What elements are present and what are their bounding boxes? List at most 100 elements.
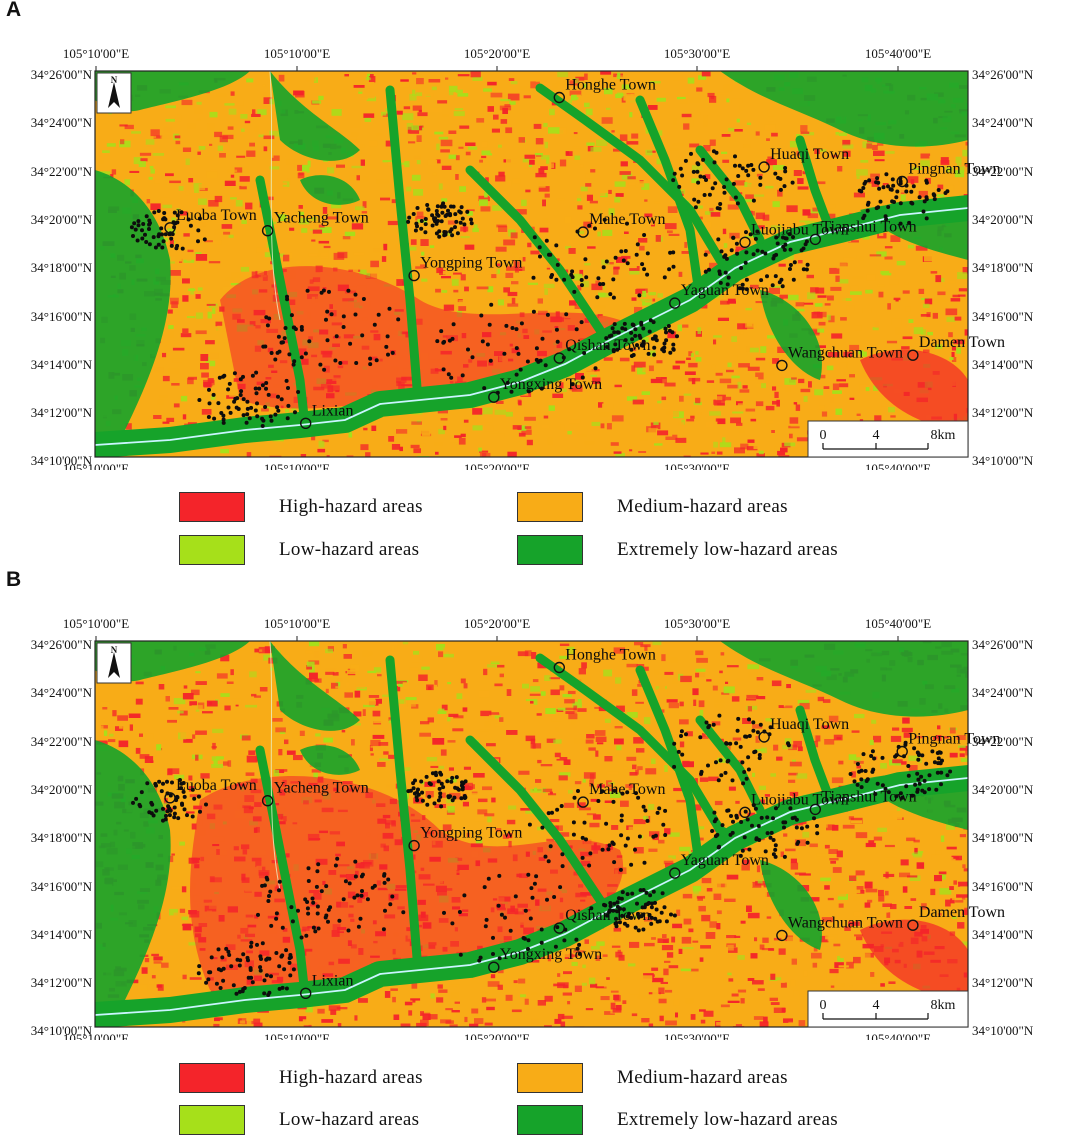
landslide-point <box>859 189 864 194</box>
landslide-point <box>647 329 652 334</box>
town-marker-icon[interactable] <box>577 226 589 238</box>
hazard-cell <box>963 868 968 872</box>
hazard-cell <box>920 314 931 317</box>
town-marker-icon[interactable] <box>553 91 565 104</box>
landslide-point <box>790 180 795 185</box>
hazard-cell <box>651 758 656 764</box>
hazard-cell <box>167 768 173 776</box>
landslide-point <box>642 267 647 272</box>
hazard-cell <box>486 994 491 998</box>
town-marker-icon[interactable] <box>669 297 681 309</box>
hazard-cell <box>500 99 511 102</box>
hazard-cell <box>273 769 280 777</box>
town-marker-icon[interactable] <box>776 359 788 372</box>
hazard-cell <box>717 809 728 813</box>
extremely-low-hazard-zone <box>270 71 360 161</box>
landslide-point <box>449 375 454 380</box>
hazard-cell <box>217 145 223 151</box>
hazard-cell <box>922 303 930 308</box>
hazard-cell <box>742 718 751 724</box>
town-marker-icon[interactable] <box>809 233 821 246</box>
hazard-cell <box>478 798 488 803</box>
hazard-cell <box>251 693 257 697</box>
hazard-cell <box>793 740 802 748</box>
landslide-point <box>376 312 381 317</box>
landslide-point <box>890 177 895 182</box>
hazard-cell <box>173 147 180 152</box>
hazard-cell <box>664 960 671 963</box>
town-marker-icon[interactable] <box>896 175 908 188</box>
landslide-point <box>751 198 756 203</box>
landslide-point <box>723 253 728 258</box>
landslide-point <box>651 320 656 325</box>
legend-label-low: Low-hazard areas <box>279 539 420 560</box>
hazard-cell <box>599 165 604 168</box>
town-marker-icon[interactable] <box>553 352 565 364</box>
town-marker-icon[interactable] <box>261 224 274 237</box>
hazard-cell <box>614 196 621 203</box>
hazard-cell <box>731 993 739 997</box>
landslide-point <box>260 416 265 421</box>
hazard-cell <box>514 266 519 273</box>
hazard-map-a[interactable]: 105°10'00"E105°10'00"E105°10'00"E105°10'… <box>0 0 1065 470</box>
town-marker-icon[interactable] <box>739 236 751 249</box>
hazard-cell <box>441 198 448 202</box>
hazard-cell <box>589 200 598 204</box>
landslide-point <box>783 166 788 170</box>
town-marker-icon[interactable] <box>408 269 420 282</box>
landslide-point <box>537 245 542 250</box>
tributary-valley <box>385 85 423 405</box>
hazard-cell <box>656 97 666 102</box>
hazard-cell <box>585 1008 594 1011</box>
landslide-point <box>361 297 366 301</box>
hazard-cell <box>736 678 744 681</box>
hazard-cell <box>727 362 732 368</box>
hazard-cell <box>656 360 663 364</box>
town-marker-icon[interactable] <box>907 349 919 361</box>
hazard-cell <box>690 719 696 724</box>
hazard-cell <box>668 233 680 236</box>
hazard-cell <box>495 246 507 252</box>
hazard-cell <box>426 757 438 762</box>
hazard-cell <box>754 937 758 942</box>
hazard-cell <box>839 160 851 164</box>
hazard-cell <box>508 78 515 81</box>
hazard-cell <box>962 149 968 157</box>
hazard-cell <box>777 980 785 983</box>
town-marker-icon[interactable] <box>758 161 770 173</box>
town-label: Honghe Town <box>565 77 656 94</box>
landslide-point <box>555 339 560 344</box>
hazard-cell <box>405 246 417 251</box>
hazard-cell <box>965 749 968 756</box>
hazard-cell <box>163 126 173 133</box>
hazard-cell <box>734 850 746 856</box>
town-marker-icon[interactable] <box>164 222 176 234</box>
hazard-cell <box>409 93 417 101</box>
hazard-cell <box>717 92 728 95</box>
hazard-cell <box>664 671 674 675</box>
hazard-cell <box>437 100 448 104</box>
hazard-map-b[interactable]: 105°10'00"E105°10'00"E105°10'00"E105°10'… <box>0 570 1065 1040</box>
hazard-cell <box>293 755 303 761</box>
town-marker-icon[interactable] <box>300 417 312 429</box>
hazard-cell <box>236 155 246 158</box>
hazard-cell <box>732 777 743 782</box>
landslide-point <box>129 225 134 230</box>
landslide-point <box>434 221 439 226</box>
hazard-cell <box>434 131 444 135</box>
hazard-cell <box>323 245 331 249</box>
landslide-point <box>544 238 549 243</box>
landslide-point <box>504 323 509 328</box>
hazard-cell <box>709 827 713 830</box>
hazard-cell <box>668 702 679 709</box>
hazard-cell <box>141 967 148 974</box>
hazard-cell <box>890 735 902 742</box>
town-marker-icon[interactable] <box>488 391 500 403</box>
hazard-cell <box>585 94 590 98</box>
hazard-cell <box>512 425 522 430</box>
hazard-cell <box>562 992 572 996</box>
hazard-cell <box>827 352 840 358</box>
landslide-point <box>861 186 866 190</box>
hazard-cell <box>770 285 782 288</box>
hazard-cell <box>194 189 199 193</box>
